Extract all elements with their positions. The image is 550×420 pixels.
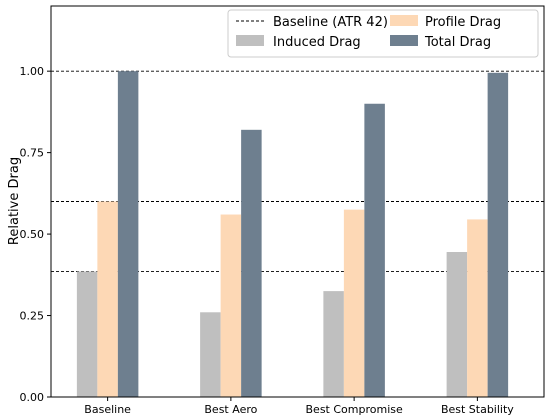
bar-profile-drag-2 <box>343 209 365 397</box>
y-axis: 0.00 0.25 0.50 0.75 1.00 <box>20 65 51 404</box>
y-tick-label-0: 0.00 <box>20 391 45 404</box>
y-tick-label-2: 0.50 <box>20 228 45 241</box>
bar-induced-drag-0 <box>76 271 98 397</box>
y-tick-label-4: 1.00 <box>20 65 45 78</box>
bar-profile-drag-0 <box>97 201 118 397</box>
bar-profile-drag-1 <box>220 214 242 397</box>
x-axis: Baseline Best Aero Best Compromise Best Sta… <box>84 397 514 416</box>
legend-label-total: Total Drag <box>424 35 491 50</box>
y-tick-label-3: 0.75 <box>20 147 45 160</box>
bar-total-drag-0 <box>117 71 139 398</box>
bars <box>76 71 509 398</box>
legend-swatch-profile <box>390 15 418 26</box>
legend-label-induced: Induced Drag <box>273 35 361 50</box>
x-tick-label-1: Best Aero <box>204 403 257 416</box>
bar-induced-drag-2 <box>323 291 344 397</box>
y-axis-title: Relative Drag <box>7 157 22 245</box>
legend-swatch-total <box>390 35 418 46</box>
bar-total-drag-2 <box>364 103 385 397</box>
bar-total-drag-3 <box>487 72 509 397</box>
legend-label-profile: Profile Drag <box>425 15 501 30</box>
bar-induced-drag-3 <box>446 252 468 397</box>
x-tick-label-3: Best Stability <box>441 403 514 416</box>
legend-swatch-induced <box>236 35 264 46</box>
x-tick-label-0: Baseline <box>84 403 131 416</box>
legend-frame <box>227 9 539 58</box>
legend-label-reference: Baseline (ATR 42) <box>273 15 388 30</box>
bar-total-drag-1 <box>241 129 262 398</box>
y-tick-label-1: 0.25 <box>20 310 45 323</box>
plot-frame <box>50 5 545 398</box>
legend: Baseline (ATR 42) Induced Drag Profile D… <box>227 9 539 58</box>
x-tick-label-2: Best Compromise <box>306 403 403 416</box>
bar-profile-drag-3 <box>467 219 488 397</box>
bar-induced-drag-1 <box>200 312 221 397</box>
